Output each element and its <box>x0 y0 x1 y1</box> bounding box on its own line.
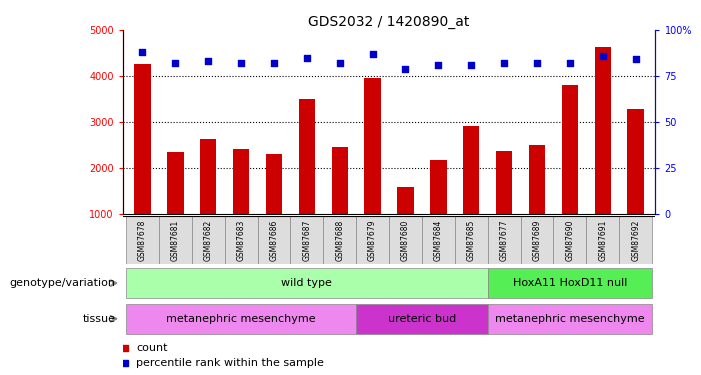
Bar <box>290 216 323 264</box>
Text: percentile rank within the sample: percentile rank within the sample <box>136 358 324 368</box>
Bar <box>488 304 652 334</box>
Text: GSM87684: GSM87684 <box>434 219 443 261</box>
Bar <box>586 216 619 264</box>
Bar <box>463 126 479 214</box>
Text: GSM87678: GSM87678 <box>138 219 147 261</box>
Bar <box>455 216 488 264</box>
Text: GSM87686: GSM87686 <box>269 219 278 261</box>
Bar <box>126 304 356 334</box>
Text: GSM87677: GSM87677 <box>500 219 509 261</box>
Bar <box>496 151 512 214</box>
Text: GSM87685: GSM87685 <box>467 219 476 261</box>
Point <box>367 51 379 57</box>
Bar <box>529 145 545 214</box>
Text: tissue: tissue <box>83 314 116 324</box>
Bar <box>332 147 348 214</box>
Text: GSM87679: GSM87679 <box>368 219 377 261</box>
Text: GSM87687: GSM87687 <box>302 219 311 261</box>
Bar <box>397 187 414 214</box>
Title: GDS2032 / 1420890_at: GDS2032 / 1420890_at <box>308 15 470 29</box>
Bar <box>323 216 356 264</box>
Bar <box>554 216 586 264</box>
Point <box>268 60 280 66</box>
Point <box>400 66 411 72</box>
Text: GSM87690: GSM87690 <box>566 219 574 261</box>
Bar <box>126 268 488 298</box>
Bar <box>594 48 611 214</box>
Bar <box>233 149 250 214</box>
Text: ureteric bud: ureteric bud <box>388 314 456 324</box>
Text: genotype/variation: genotype/variation <box>10 278 116 288</box>
Text: GSM87680: GSM87680 <box>401 219 410 261</box>
Bar <box>224 216 257 264</box>
Bar <box>422 216 455 264</box>
Text: HoxA11 HoxD11 null: HoxA11 HoxD11 null <box>512 278 627 288</box>
Text: GSM87681: GSM87681 <box>171 219 179 261</box>
Bar <box>167 152 184 214</box>
Text: count: count <box>136 343 168 352</box>
Text: GSM87692: GSM87692 <box>631 219 640 261</box>
Point <box>137 49 148 55</box>
Point <box>236 60 247 66</box>
Point <box>630 56 641 62</box>
Bar <box>365 78 381 214</box>
Text: metanephric mesenchyme: metanephric mesenchyme <box>495 314 645 324</box>
Bar <box>356 216 389 264</box>
Bar <box>299 99 315 214</box>
Bar <box>627 109 644 214</box>
Point <box>203 58 214 64</box>
Bar <box>266 154 283 214</box>
Bar <box>521 216 554 264</box>
Bar <box>134 64 151 214</box>
Text: wild type: wild type <box>281 278 332 288</box>
Bar <box>159 216 192 264</box>
Text: GSM87691: GSM87691 <box>599 219 607 261</box>
Point <box>465 62 477 68</box>
Point <box>334 60 346 66</box>
Text: metanephric mesenchyme: metanephric mesenchyme <box>166 314 316 324</box>
Text: GSM87689: GSM87689 <box>533 219 542 261</box>
Bar <box>488 268 652 298</box>
Point <box>597 53 608 59</box>
Point <box>531 60 543 66</box>
Bar <box>192 216 224 264</box>
Bar <box>257 216 290 264</box>
Bar <box>200 140 217 214</box>
Bar <box>488 216 521 264</box>
Text: GSM87682: GSM87682 <box>204 219 212 261</box>
Text: GSM87683: GSM87683 <box>236 219 245 261</box>
Point <box>170 60 181 66</box>
Point <box>498 60 510 66</box>
Bar <box>126 216 159 264</box>
Bar <box>562 85 578 214</box>
Text: GSM87688: GSM87688 <box>335 219 344 261</box>
Point <box>301 55 313 61</box>
Point <box>564 60 576 66</box>
Bar <box>619 216 652 264</box>
Bar <box>389 216 422 264</box>
Point <box>433 62 444 68</box>
Bar <box>430 159 447 214</box>
Bar <box>356 304 488 334</box>
